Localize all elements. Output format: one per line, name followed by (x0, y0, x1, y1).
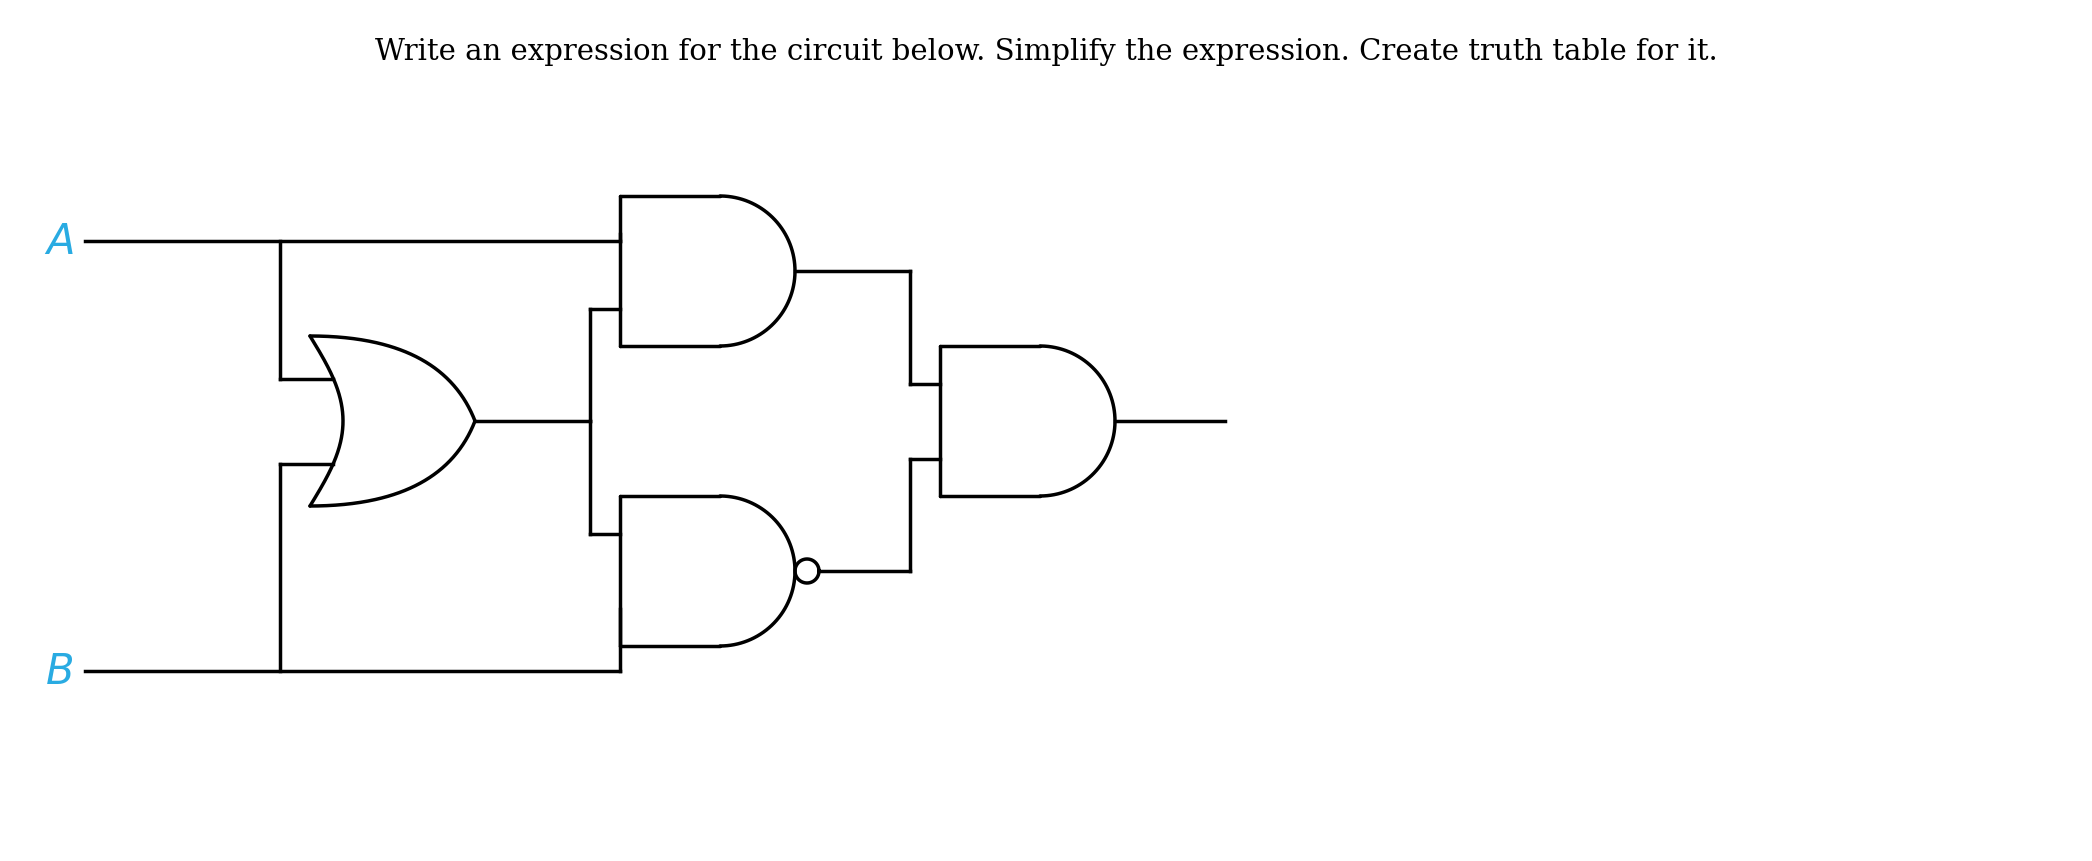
Text: Write an expression for the circuit below. Simplify the expression. Create truth: Write an expression for the circuit belo… (374, 38, 1718, 66)
Text: A: A (46, 220, 73, 263)
Text: B: B (46, 650, 73, 692)
